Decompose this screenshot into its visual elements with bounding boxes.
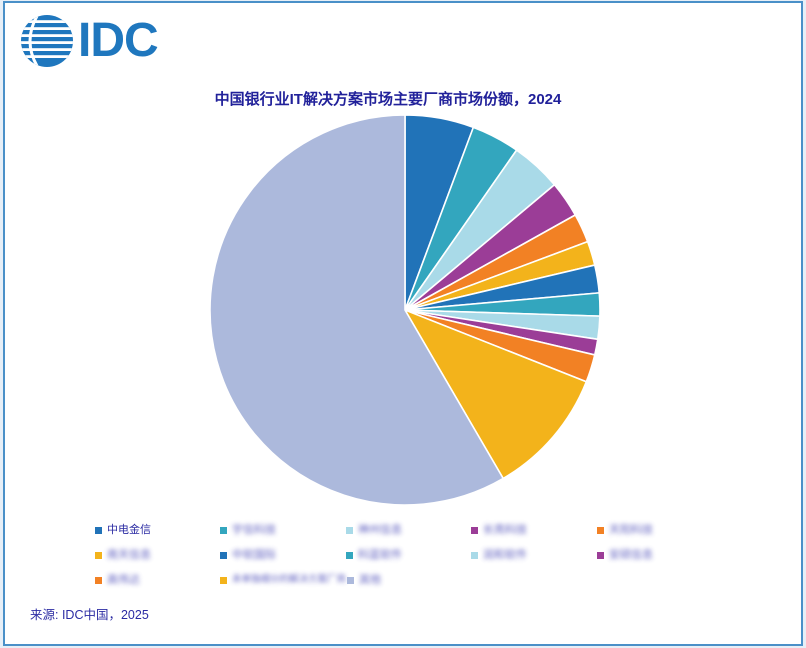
legend-swatch-icon <box>347 576 354 584</box>
legend-label: 南天信息 <box>107 549 151 561</box>
legend-item-9: 润和软件 <box>471 548 527 562</box>
legend-item-3: 神州信息 <box>346 523 402 537</box>
legend-swatch-icon <box>597 551 604 559</box>
legend-swatch-icon <box>95 551 102 559</box>
legend-swatch-icon <box>346 551 353 559</box>
legend-item-12: 未单独细分的解决方案厂商 <box>220 573 346 587</box>
legend-item-4: 长亮科技 <box>471 523 527 537</box>
legend-swatch-icon <box>597 526 604 534</box>
legend-label: 润和软件 <box>483 549 527 561</box>
pie-slice-12 <box>404 309 588 480</box>
legend-item-5: 天阳科技 <box>597 523 653 537</box>
legend-swatch-icon <box>346 526 353 534</box>
legend-label: 科蓝软件 <box>358 549 402 561</box>
legend-label: 安硕信息 <box>609 549 653 561</box>
legend-item-10: 安硕信息 <box>597 548 653 562</box>
legend-label: 未单独细分的解决方案厂商 <box>232 574 347 585</box>
legend-swatch-icon <box>471 526 478 534</box>
legend-item-2: 宇信科技 <box>220 523 276 537</box>
legend-label: 其他 <box>359 574 381 586</box>
chart-title: 中国银行业IT解决方案市场主要厂商市场份额，2024 <box>214 91 562 108</box>
legend-swatch-icon <box>220 551 227 559</box>
legend-label: 长亮科技 <box>483 524 527 536</box>
legend-label: 中电金信 <box>107 524 151 536</box>
legend-swatch-icon <box>220 526 227 534</box>
pie-chart-svg <box>209 114 601 506</box>
legend-item-6: 南天信息 <box>95 548 151 562</box>
legend-label: 中软国际 <box>232 549 276 561</box>
legend-swatch-icon <box>95 576 102 584</box>
idc-globe-icon <box>21 15 73 67</box>
legend-label: 天阳科技 <box>609 524 653 536</box>
legend-item-1: 中电金信 <box>95 523 151 537</box>
pie-chart <box>195 100 615 520</box>
source-note: 来源: IDC中国，2025 <box>30 608 149 622</box>
legend-item-8: 科蓝软件 <box>346 548 402 562</box>
idc-logo: IDC <box>20 14 159 68</box>
legend-item-11: 高伟达 <box>95 573 140 587</box>
legend-swatch-icon <box>471 551 478 559</box>
pie-slice-13 <box>209 114 505 506</box>
legend-swatch-icon <box>95 526 102 534</box>
legend-swatch-icon <box>220 576 227 584</box>
idc-logo-text: IDC <box>78 14 159 67</box>
legend-label: 神州信息 <box>358 524 402 536</box>
legend-label: 高伟达 <box>107 574 140 586</box>
legend-label: 宇信科技 <box>232 524 276 536</box>
legend-item-13: 其他 <box>347 573 381 587</box>
legend-item-7: 中软国际 <box>220 548 276 562</box>
